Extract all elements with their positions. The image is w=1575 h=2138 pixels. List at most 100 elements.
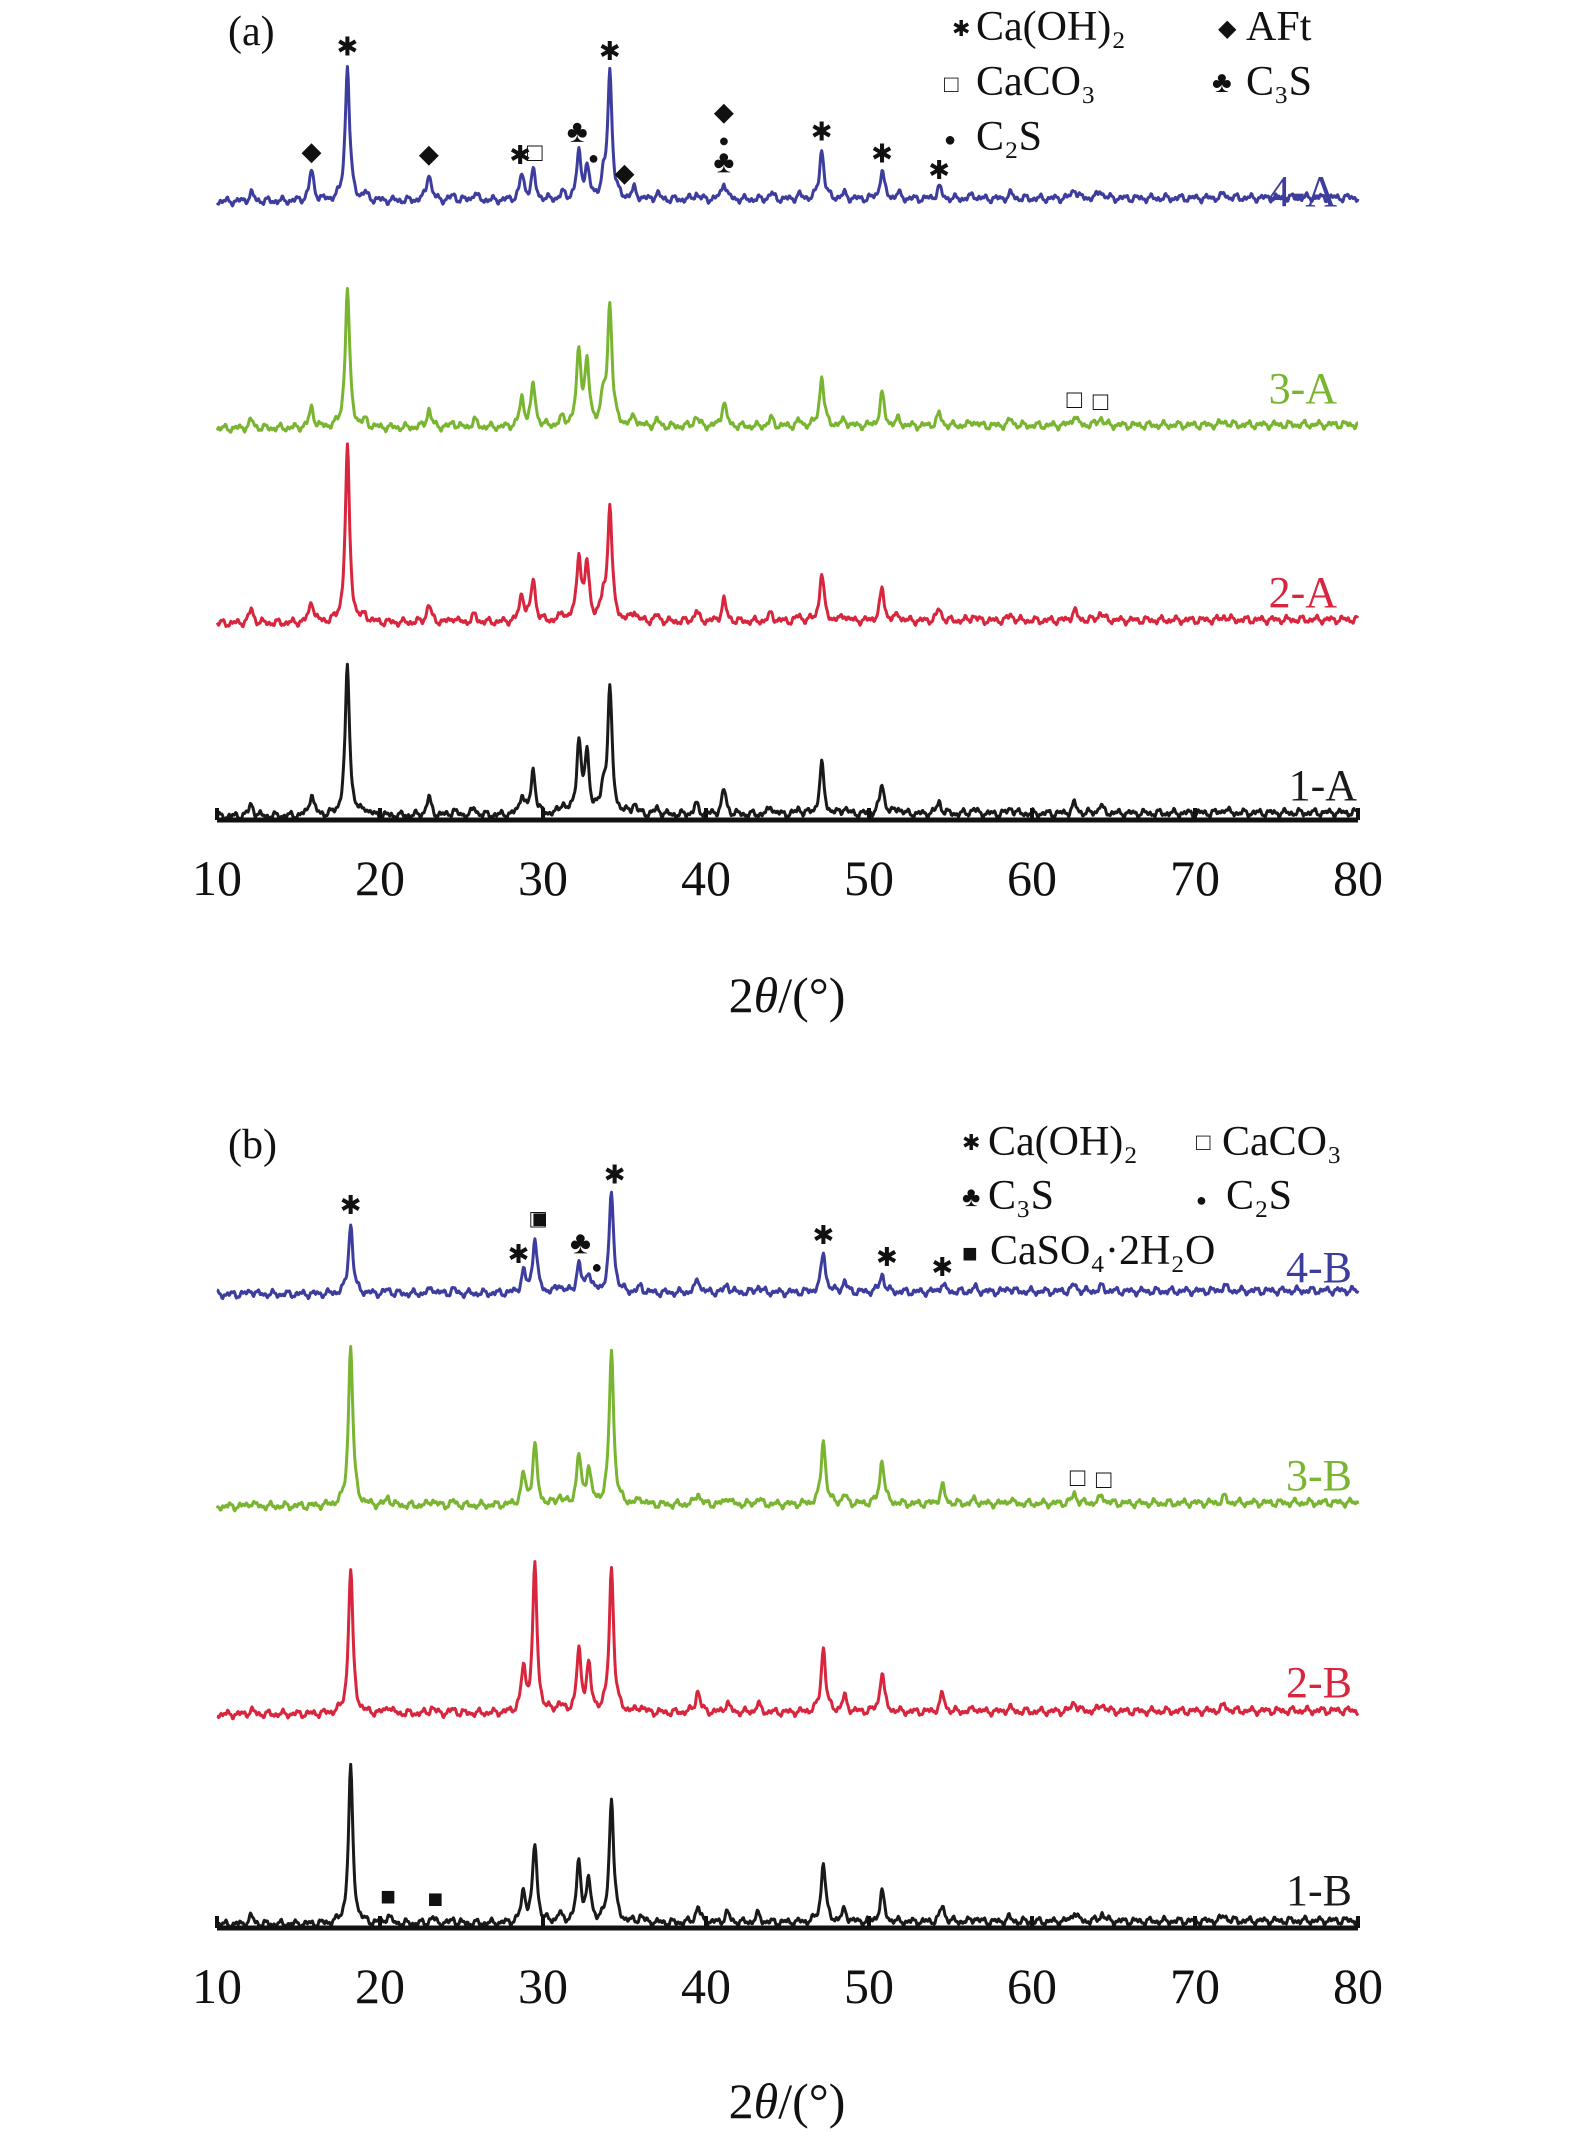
peak-marker: ■ xyxy=(380,1882,396,1911)
x-axis: 10 20 30 40 50 60 70 80 xyxy=(192,808,1383,906)
series-line-4-A xyxy=(215,65,1360,208)
series-line-3-B xyxy=(215,1345,1360,1513)
peak-marker: ◆ xyxy=(419,140,439,169)
annotations: ◆✱◆ ✱□♣●✱◆ ♣●◆✱✱✱□ □ xyxy=(302,33,1109,416)
legend-label: C₂S xyxy=(976,114,1042,160)
series-labels: 4-B 3-B 2-B 1-B xyxy=(1286,1243,1352,1915)
legend-symbol: ◆ xyxy=(1218,16,1237,42)
legend-label: C₂S xyxy=(1226,1173,1292,1219)
x-tick-label: 30 xyxy=(518,850,568,906)
peak-marker: ✱ xyxy=(876,1243,898,1272)
peak-marker: ✱ xyxy=(509,141,531,170)
peak-marker: ✱ xyxy=(337,33,359,62)
legend-label: Ca(OH)₂ xyxy=(976,4,1126,50)
peak-marker: ✱ xyxy=(811,118,833,147)
peak-marker: ✱ xyxy=(340,1191,362,1220)
x-tick-label: 80 xyxy=(1333,850,1383,906)
peak-marker: ◆ xyxy=(714,98,734,127)
panel-b: (b) ✱ Ca(OH)₂ □ CaCO₃ ♣ C₃S ● C₂S ■ CaSO… xyxy=(192,1119,1383,2129)
legend-symbol: □ xyxy=(944,72,959,98)
x-tick-label: 40 xyxy=(681,1958,731,2014)
x-ticks: 10 20 30 40 50 60 70 80 xyxy=(192,1916,1383,2014)
peak-marker: □ xyxy=(1070,1463,1086,1492)
x-tick-label: 60 xyxy=(1007,850,1057,906)
peak-marker: ✱ xyxy=(931,1253,953,1282)
legend-symbol: ✱ xyxy=(962,1130,980,1155)
x-tick-label: 60 xyxy=(1007,1958,1057,2014)
series-line-2-A xyxy=(215,442,1360,629)
x-tick-label: 10 xyxy=(192,1958,242,2014)
legend-symbol: ● xyxy=(1196,1190,1207,1210)
series-label-4-A: 4-A xyxy=(1269,167,1338,216)
legend: ✱ Ca(OH)₂ □ CaCO₃ ♣ C₃S ● C₂S ■ CaSO₄·2H… xyxy=(962,1119,1342,1274)
panel-a: (a) ✱ Ca(OH)₂ ◆ AFt □ CaCO₃ ♣ C₃S ● C₂S … xyxy=(192,4,1383,1023)
peak-marker: ✱ xyxy=(813,1221,835,1250)
legend-label: C₃S xyxy=(988,1173,1054,1219)
peak-marker: ✱ xyxy=(871,140,893,169)
x-axis-label: 2θ/(°) xyxy=(729,967,846,1023)
x-label-theta: θ xyxy=(754,967,779,1023)
x-tick-label: 20 xyxy=(355,1958,405,2014)
series-line-4-B xyxy=(216,1190,1360,1301)
series-labels: 4-A 3-A 2-A 1-A xyxy=(1269,167,1358,810)
x-tick-label: 50 xyxy=(844,850,894,906)
x-tick-label: 10 xyxy=(192,850,242,906)
x-label-suffix: /(°) xyxy=(778,967,845,1023)
legend-symbol: ♣ xyxy=(962,1182,980,1213)
peak-marker: ◆ xyxy=(302,137,322,166)
annotations: ✱✱□■♣●✱✱✱ ✱□ □■ ■ xyxy=(340,1160,1112,1913)
x-axis: 10 20 30 40 50 60 70 80 xyxy=(192,1916,1383,2014)
series-line-3-A xyxy=(215,287,1359,434)
panel-label: (a) xyxy=(228,9,275,55)
x-tick-label: 20 xyxy=(355,850,405,906)
x-label-theta: θ xyxy=(754,2073,779,2129)
peak-marker: ● xyxy=(588,148,599,168)
series-label-1-B: 1-B xyxy=(1286,1866,1352,1915)
peak-marker: □ xyxy=(1093,387,1109,416)
peak-marker: □ xyxy=(530,1205,546,1234)
panel-label: (b) xyxy=(228,1122,277,1168)
x-ticks: 10 20 30 40 50 60 70 80 xyxy=(192,808,1383,906)
peak-marker: ♣ xyxy=(567,113,588,149)
x-label-suffix: /(°) xyxy=(778,2073,845,2129)
peak-marker: ● xyxy=(591,1257,602,1277)
legend-label: C₃S xyxy=(1246,59,1312,105)
legend-symbol: ● xyxy=(944,129,956,151)
series-label-2-A: 2-A xyxy=(1269,568,1338,617)
peak-marker: □ xyxy=(527,138,543,167)
peak-marker: ✱ xyxy=(599,37,621,66)
series-label-1-A: 1-A xyxy=(1289,761,1358,810)
peak-marker: ✱ xyxy=(604,1160,626,1189)
peak-marker: ✱ xyxy=(508,1240,530,1269)
series-line-2-B xyxy=(216,1560,1360,1721)
peak-marker: ◆ xyxy=(615,158,635,187)
series-label-4-B: 4-B xyxy=(1286,1243,1352,1292)
x-tick-label: 70 xyxy=(1170,850,1220,906)
legend-label: Ca(OH)₂ xyxy=(988,1119,1138,1165)
x-label-prefix: 2 xyxy=(729,967,754,1023)
series-label-3-B: 3-B xyxy=(1286,1451,1352,1500)
legend-symbol: □ xyxy=(1196,1130,1211,1156)
peak-marker: □ xyxy=(1067,385,1083,414)
x-tick-label: 50 xyxy=(844,1958,894,2014)
series-group xyxy=(215,1190,1360,1930)
legend-label: CaSO₄·2H₂O xyxy=(990,1228,1215,1274)
legend-label: CaCO₃ xyxy=(976,59,1096,105)
peak-marker: ✱ xyxy=(928,156,950,185)
legend-symbol: ✱ xyxy=(952,16,970,41)
x-label-prefix: 2 xyxy=(729,2073,754,2129)
series-label-3-A: 3-A xyxy=(1269,364,1338,413)
series-label-2-B: 2-B xyxy=(1286,1658,1352,1707)
x-tick-label: 70 xyxy=(1170,1958,1220,2014)
legend-symbol: ■ xyxy=(962,1239,978,1268)
peak-marker: ♣ xyxy=(713,144,734,180)
peak-marker: ♣ xyxy=(570,1225,591,1261)
peak-marker: ● xyxy=(718,131,729,151)
legend-label: CaCO₃ xyxy=(1222,1119,1342,1165)
peak-marker: ■ xyxy=(532,1205,548,1234)
peak-marker: □ xyxy=(1096,1465,1112,1494)
x-tick-label: 30 xyxy=(518,1958,568,2014)
x-tick-label: 80 xyxy=(1333,1958,1383,2014)
series-line-1-B xyxy=(216,1762,1359,1930)
